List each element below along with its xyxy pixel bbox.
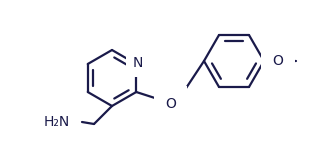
Text: O: O (273, 54, 283, 68)
Text: O: O (165, 97, 176, 111)
Text: N: N (133, 56, 143, 70)
Text: H₂N: H₂N (44, 115, 70, 129)
